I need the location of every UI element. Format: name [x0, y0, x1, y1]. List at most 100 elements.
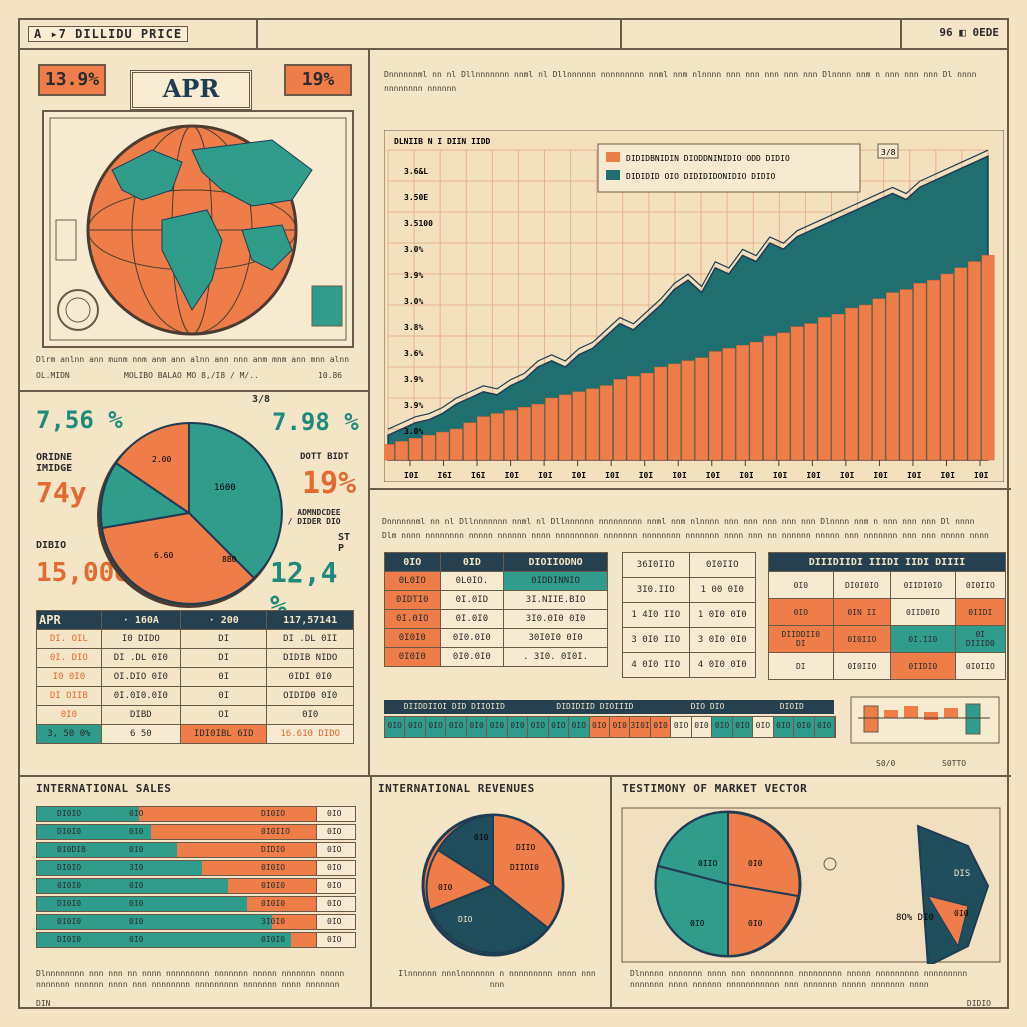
mid-caption-2: Dlm nnnn nnnnnnnn nnnnn nnnnnn nnnn nnnn… — [382, 531, 989, 540]
sales-label: 0IO — [327, 863, 342, 872]
series-bar-orange — [736, 345, 749, 461]
series-bar-orange — [981, 255, 995, 461]
tbl-c-cell: 0IIDI0IO — [890, 571, 956, 599]
y-tick-label: 3.50E — [404, 193, 428, 202]
series-bar-orange — [681, 360, 695, 461]
strip-header: DIIDDIIOI DID DIIOIID DIDIDIID DIOIIID D… — [384, 700, 834, 714]
apr-cell: I0 DIDO — [100, 629, 181, 649]
tbl-a-header: DIOIIODNO — [503, 552, 608, 572]
globe-caption: Dlrm anlnn ann munm nnm anm ann alnn ann… — [36, 355, 350, 364]
sales-end-block — [316, 807, 355, 821]
sales-label: 0I0I0 — [261, 881, 286, 890]
series-bar-orange — [627, 376, 640, 461]
apr-banner: APR — [130, 70, 252, 110]
series-bar-orange — [384, 444, 395, 461]
sales-label: 0I0 — [129, 845, 144, 854]
strip-cell: 0IO — [446, 717, 467, 737]
strip-header-label: DIDIDIID DIOIIID — [556, 702, 634, 711]
legend-swatch — [606, 170, 620, 180]
strip-cell: 0I0 — [487, 717, 508, 737]
pin-icon — [823, 857, 837, 871]
apr-cell: OI — [179, 705, 268, 725]
y-tick-label: 3.9% — [404, 271, 423, 280]
kpi-7: 12,4 % — [270, 556, 338, 622]
strip-cell: 0IO — [814, 717, 835, 737]
mkt-label: 0IIO — [698, 859, 717, 868]
apr-foot-cell: 6 50 — [100, 724, 181, 744]
strip-header-label: DIO DIO — [690, 702, 725, 711]
sales-label: DI0I0 — [57, 827, 82, 836]
sales-bar-fill — [37, 933, 292, 947]
strip-cell: 0IO — [671, 717, 692, 737]
x-tick-label: I0I — [739, 471, 754, 480]
tbl-c-header: DIIIDIIDI IIIDI IIDI DIIII — [768, 552, 1006, 572]
tbl-c-cell: 0IIDI — [954, 598, 1007, 626]
pie-label-2: 1600 — [214, 483, 236, 493]
series-bar-orange — [708, 351, 722, 461]
tbl-b-cell: 36I0IIO — [622, 552, 690, 578]
sales-label: 0IO — [327, 881, 342, 890]
x-tick-label: I0I — [907, 471, 922, 480]
intl-revenues-caption: Ilnnnnnn nnnlnnnnnnn n nnnnnnnnn nnnn nn… — [398, 969, 596, 992]
tbl-c-cell: 0I0IIO — [954, 571, 1007, 599]
apr-cell: 0I — [179, 686, 268, 706]
sales-label: 0IO — [327, 845, 342, 854]
series-bar-orange — [449, 428, 463, 461]
sales-bar-fill — [37, 843, 177, 857]
series-bar-orange — [667, 363, 681, 461]
tbl-a-cell: 0I0.0I0 — [439, 628, 505, 648]
sales-label: DI0IO — [261, 809, 286, 818]
sales-end-block — [316, 897, 355, 911]
tbl-b-cell: 1 00 0I0 — [688, 577, 756, 603]
kpi-4: 19% — [302, 466, 357, 501]
sales-label: 0I0I0 — [57, 917, 82, 926]
x-tick-label: I0I — [706, 471, 721, 480]
apr-foot-cell: 16.610 DIDO — [266, 724, 354, 744]
apr-cell: OIDID0 0I0 — [266, 686, 354, 706]
intl-sales-title: INTERNATIONAL SALES — [36, 782, 172, 795]
series-bar-orange — [790, 326, 804, 461]
sales-label: 0I0 — [129, 827, 144, 836]
sales-label: 0I0I0 — [261, 935, 286, 944]
x-tick-label: I0I — [940, 471, 955, 480]
series-bar-orange — [613, 379, 627, 461]
x-tick-label: I0I — [840, 471, 855, 480]
apr-cell: DI .DL 0II — [266, 629, 354, 649]
tbl-a-header: 0ID — [439, 552, 505, 572]
apr-table-header: · 160A — [100, 610, 181, 630]
sales-row: DI0IO 0IO DI0IO 0IO — [36, 806, 356, 822]
sales-label: 0IO — [327, 809, 342, 818]
sales-label: DI0I0 — [57, 935, 82, 944]
table-row: DI 0I0IIO 0IIDI0 0I0IIO — [768, 652, 1007, 680]
table-row: 36I0IIO 0I0IIO — [622, 552, 756, 578]
chart-top-caption: Dnnnnnnml nn nl Dllnnnnnnn nnml nl Dllnn… — [384, 70, 977, 93]
tbl-b-cell: 3I0.IIO — [622, 577, 690, 603]
globe-illustration — [42, 110, 354, 348]
mid-caption-1: Dnnnnnnml nn nl Dllnnnnnnn nnml nl Dllnn… — [382, 517, 975, 526]
series-bar-orange — [777, 332, 790, 461]
sales-bar-fill — [37, 861, 203, 875]
legend-badge — [877, 143, 899, 159]
y-tick-label: 3.0% — [404, 427, 423, 436]
legend-label: DIDIDBNIDIN DIODDNINIDIO ODD DIDIO — [626, 154, 790, 163]
x-tick-label: I6I — [438, 471, 453, 480]
strip-cell: 0IO — [773, 717, 795, 737]
series-bar-orange — [408, 438, 422, 461]
kpi-2-top: 3/8 — [252, 394, 271, 405]
tbl-b-cell: 3 0I0 0I0 — [688, 627, 756, 653]
strip-foot-a: S0/0 — [876, 759, 896, 768]
kpi-label-2: DIBIO — [36, 540, 67, 551]
trend-line — [387, 149, 989, 430]
strip-cell: 0IO — [528, 717, 549, 737]
legend-label: DIDIDID OIO DIDIDIDONIDIO DIDIO — [626, 172, 775, 181]
rev-pie-label: DIIO — [516, 843, 535, 852]
sales-end-block — [316, 915, 355, 929]
strip-cell: 0I0 — [691, 717, 713, 737]
strip-cell: 0IO — [712, 717, 733, 737]
mkt-label: 8O% DI0 — [896, 913, 934, 923]
legend-badge-label: 3/8 — [881, 148, 896, 157]
tbl-b-cell: 4 0I0 IIO — [622, 652, 690, 678]
tbl-a-cell: 3I0.0I0 0I0 — [503, 609, 608, 629]
sales-bar-fill — [37, 825, 152, 839]
kpi-4-label: DOTT BIDT — [300, 452, 349, 462]
